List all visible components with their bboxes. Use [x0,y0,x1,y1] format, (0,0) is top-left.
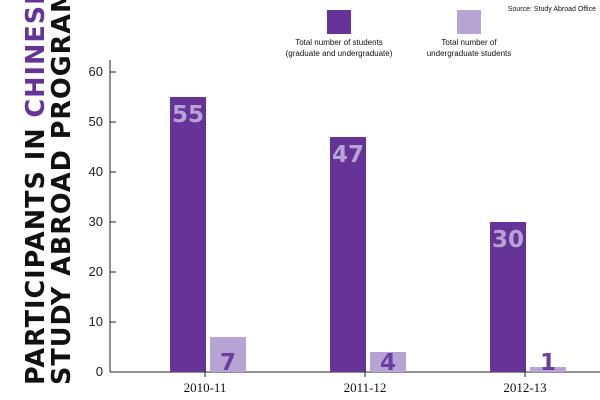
bar-total-2011-12 [330,137,366,372]
y-tick-label: 10 [89,314,103,329]
chart-title: PARTICIPANTS IN CHINESE [21,0,51,385]
data-label-total: 30 [492,227,524,253]
data-label-total: 55 [172,102,204,128]
x-tick-labels: 2010-11 2011-12 2012-13 [184,372,547,395]
legend-label-undergrad-line1: Total number of [441,38,497,47]
x-tick-label: 2011-12 [344,380,387,395]
y-ticks: 60 50 40 30 20 10 0 [89,64,116,379]
bar-total-2010-11 [170,97,206,372]
data-label-undergrad: 7 [220,350,236,376]
y-tick-label: 0 [96,364,103,379]
bar-total-2012-13 [490,222,526,372]
data-label-undergrad: 4 [380,350,396,376]
y-tick-label: 30 [89,214,103,229]
x-tick-label: 2012-13 [503,380,546,395]
y-tick-label: 40 [89,164,103,179]
title-line2: STUDY ABROAD PROGRAMS [47,0,77,385]
legend-swatch-total [327,10,351,34]
bar-labels: 55 7 47 4 30 1 [172,102,556,376]
bar-undergrad-2010-11 [210,337,246,372]
title-highlight: CHINESE [21,0,51,118]
y-tick-label: 60 [89,64,103,79]
bar-undergrad-2011-12 [370,352,406,372]
svg-text:PARTICIPANTS IN CHINESE: PARTICIPANTS IN CHINESE [21,0,51,385]
source-note: Source: Study Abroad Office [508,6,596,13]
y-tick-label: 20 [89,264,103,279]
data-label-undergrad: 1 [540,350,556,376]
legend-label-total-line2: (graduate and undergraduate) [286,49,393,58]
legend-label-undergrad-line2: undergraduate students [427,49,512,58]
x-tick-label: 2010-11 [184,380,227,395]
chart-title-line2: STUDY ABROAD PROGRAMS [47,0,77,385]
y-tick-label: 50 [89,114,103,129]
bar-undergrad-2012-13 [530,367,566,372]
title-part1: PARTICIPANTS IN [21,118,51,385]
bars [170,97,566,372]
data-label-total: 47 [332,142,364,168]
legend-label-total-line1: Total number of students [295,38,383,47]
legend-swatch-undergrad [457,10,481,34]
